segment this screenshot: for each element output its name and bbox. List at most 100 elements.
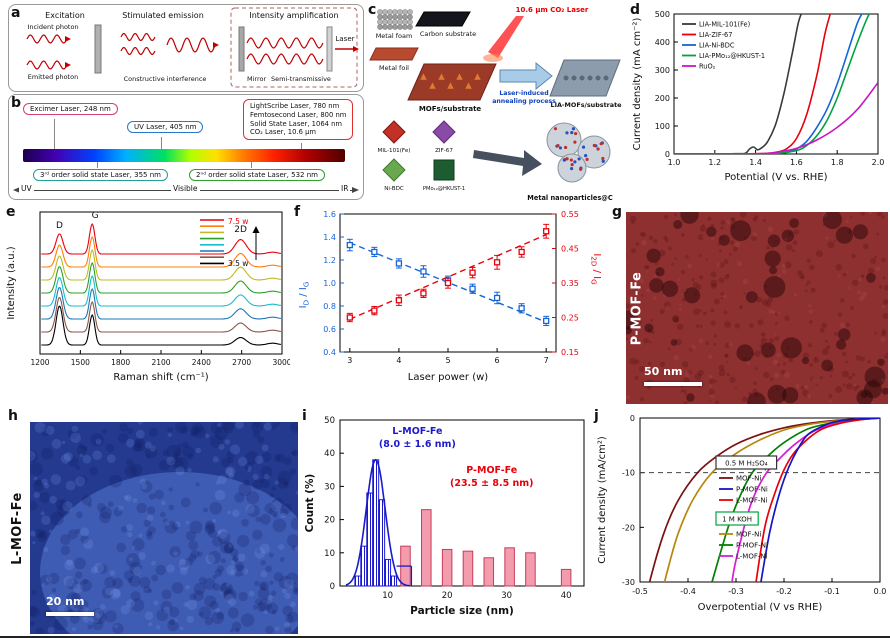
panel-label-g: g (612, 204, 623, 220)
svg-text:0.4: 0.4 (323, 348, 336, 357)
svg-text:7.5 w: 7.5 w (228, 217, 248, 226)
connector-line (251, 162, 252, 168)
svg-text:3.5 w: 3.5 w (228, 259, 248, 268)
svg-text:3000: 3000 (272, 358, 290, 367)
svg-text:2D: 2D (234, 225, 247, 235)
svg-text:MOF-Ni: MOF-Ni (736, 531, 761, 539)
scale-bar (46, 612, 94, 616)
third-order-laser-pill: 3ʳᵈ order solid state Laser, 355 nm (33, 169, 168, 181)
svg-text:Potential (V vs. RHE): Potential (V vs. RHE) (724, 172, 827, 183)
svg-text:annealing process: annealing process (492, 98, 556, 105)
connector-line (161, 137, 162, 149)
svg-text:1500: 1500 (71, 358, 90, 367)
svg-text:0.45: 0.45 (561, 245, 579, 254)
svg-text:MOF-Ni: MOF-Ni (736, 475, 761, 483)
svg-text:2400: 2400 (192, 358, 211, 367)
svg-text:RuO₂: RuO₂ (699, 63, 716, 71)
her-polarization-chart: -0.5 -0.4 -0.3 -0.2 -0.1 0.0 0 -10 -20 -30 Overpot… (597, 414, 886, 613)
scale-label: 20 nm (46, 595, 85, 608)
svg-text:-0.3: -0.3 (728, 587, 744, 596)
svg-text:5: 5 (445, 356, 450, 365)
svg-text:10.6 μm CO₂ Laser: 10.6 μm CO₂ Laser (516, 6, 589, 14)
svg-text:D: D (56, 221, 63, 231)
svg-text:2100: 2100 (151, 358, 170, 367)
svg-text:Intensity amplification: Intensity amplification (249, 11, 338, 20)
svg-text:Metal foam: Metal foam (376, 32, 413, 40)
svg-text:Incident photon: Incident photon (27, 23, 78, 31)
svg-text:Current density (mA cm⁻²): Current density (mA cm⁻²) (632, 18, 643, 151)
svg-text:Count (%): Count (%) (304, 474, 316, 533)
svg-text:L-MOF-Ni: L-MOF-Ni (736, 553, 768, 561)
svg-text:Constructive interference: Constructive interference (124, 75, 207, 83)
panel-h-tem-image: h L-MOF-Fe 20 nm (6, 408, 298, 634)
svg-text:Ni-BDC: Ni-BDC (384, 186, 404, 192)
lsv-chart: 1.0 1.2 1.4 1.6 1.8 2.0 0 100 200 300 400 500 Potent… (632, 10, 885, 183)
svg-text:Semi-transmissive: Semi-transmissive (271, 75, 331, 83)
svg-text:6: 6 (495, 356, 500, 365)
svg-text:MOFs/substrate: MOFs/substrate (419, 105, 482, 113)
svg-text:(23.5 ± 8.5 nm): (23.5 ± 8.5 nm) (450, 478, 534, 489)
svg-text:30: 30 (324, 482, 335, 492)
tem-micrograph-blue (30, 422, 298, 634)
svg-text:1.4: 1.4 (749, 158, 762, 167)
svg-text:1 M KOH: 1 M KOH (722, 516, 752, 524)
svg-text:Metal foil: Metal foil (379, 64, 409, 72)
sample-label-l-mof-fe: L-MOF-Fe (9, 491, 25, 565)
connector-line (54, 119, 55, 149)
svg-text:20: 20 (324, 516, 335, 526)
svg-text:1.8: 1.8 (831, 158, 844, 167)
svg-text:L-MOF-Ni: L-MOF-Ni (736, 497, 768, 505)
svg-text:1200: 1200 (30, 358, 49, 367)
svg-text:Emitted photon: Emitted photon (28, 73, 78, 81)
svg-text:Particle size (nm): Particle size (nm) (410, 605, 514, 617)
svg-text:Laser power (w): Laser power (w) (408, 372, 489, 383)
ir-laser-2: Femtosecond Laser, 800 nm (250, 110, 347, 119)
svg-text:40: 40 (324, 449, 335, 459)
svg-text:-0.2: -0.2 (776, 587, 792, 596)
svg-text:1.2: 1.2 (708, 158, 721, 167)
panel-label-j: j (594, 408, 599, 424)
sample-label-wrap: L-MOF-Fe (6, 422, 28, 634)
svg-text:3: 3 (347, 356, 352, 365)
svg-text:Laser: Laser (335, 35, 354, 43)
svg-text:P-MOF-Ni: P-MOF-Ni (736, 486, 768, 494)
panel-a-laser-principle: a Excitation Stimulated emission Intensity… (8, 4, 364, 92)
svg-text:I2D / IG: I2D / IG (590, 253, 603, 284)
visible-spectrum-bar (23, 149, 345, 162)
laser-principle-diagram: Excitation Stimulated emission Intensity a… (26, 7, 359, 88)
svg-text:LIA-ZIF-67: LIA-ZIF-67 (699, 31, 732, 39)
svg-text:Metal nanoparticles@C: Metal nanoparticles@C (527, 194, 613, 202)
svg-text:7: 7 (544, 356, 549, 365)
intensity-ratio-chart: 3 4 5 6 7 0.4 0.6 0.8 1.0 1.2 1.4 1.6 0.15 0.25 0.35 0.… (298, 210, 603, 383)
panel-label-h: h (8, 408, 18, 424)
svg-text:Laser-induced: Laser-induced (499, 90, 548, 97)
panel-c-annealing-scheme: c Metal foam Carbon substrate Metal foil 10… (366, 2, 628, 204)
second-order-laser-pill: 2ⁿᵈ order solid state Laser, 532 nm (189, 169, 325, 181)
tem-image-p-mof-fe: P-MOF-Fe 50 nm (626, 212, 888, 404)
panel-d-lsv-chart: d 1.0 1.2 1.4 1.6 1.8 2.0 0 100 200 300 400 500 Pote… (628, 2, 888, 204)
svg-text:0.8: 0.8 (323, 302, 336, 311)
svg-text:-10: -10 (622, 469, 635, 478)
svg-text:30: 30 (501, 591, 512, 601)
ir-laser-1: LightScribe Laser, 780 nm (250, 102, 340, 110)
svg-text:-30: -30 (622, 578, 635, 587)
svg-text:P-MOF-Fe: P-MOF-Fe (466, 465, 517, 476)
svg-text:ID / IG: ID / IG (298, 282, 311, 309)
tem-image-l-mof-fe: 20 nm (30, 422, 298, 634)
connector-line (301, 143, 302, 149)
svg-text:P-MOF-Ni: P-MOF-Ni (736, 542, 768, 550)
annealing-scheme-diagram: Metal foam Carbon substrate Metal foil 10.6… (369, 6, 622, 202)
panel-label-f: f (294, 204, 301, 220)
panel-e-raman-chart: e 1200 1500 1800 2100 2400 2700 3000 Raman shif… (4, 204, 290, 404)
particle-size-histogram: 10 20 30 40 0 10 20 30 40 50 Particle size (nm) Cou… (304, 416, 585, 617)
svg-text:-0.5: -0.5 (632, 587, 648, 596)
svg-text:1.0: 1.0 (668, 158, 681, 167)
visible-label: Visible (171, 184, 200, 193)
svg-text:LIA-PMo₁₂@HKUST-1: LIA-PMo₁₂@HKUST-1 (699, 52, 765, 60)
uv-label: UV (19, 184, 34, 193)
svg-text:0.35: 0.35 (561, 279, 579, 288)
scale-bar (644, 382, 702, 386)
svg-text:2.0: 2.0 (872, 158, 885, 167)
svg-text:-0.1: -0.1 (824, 587, 840, 596)
